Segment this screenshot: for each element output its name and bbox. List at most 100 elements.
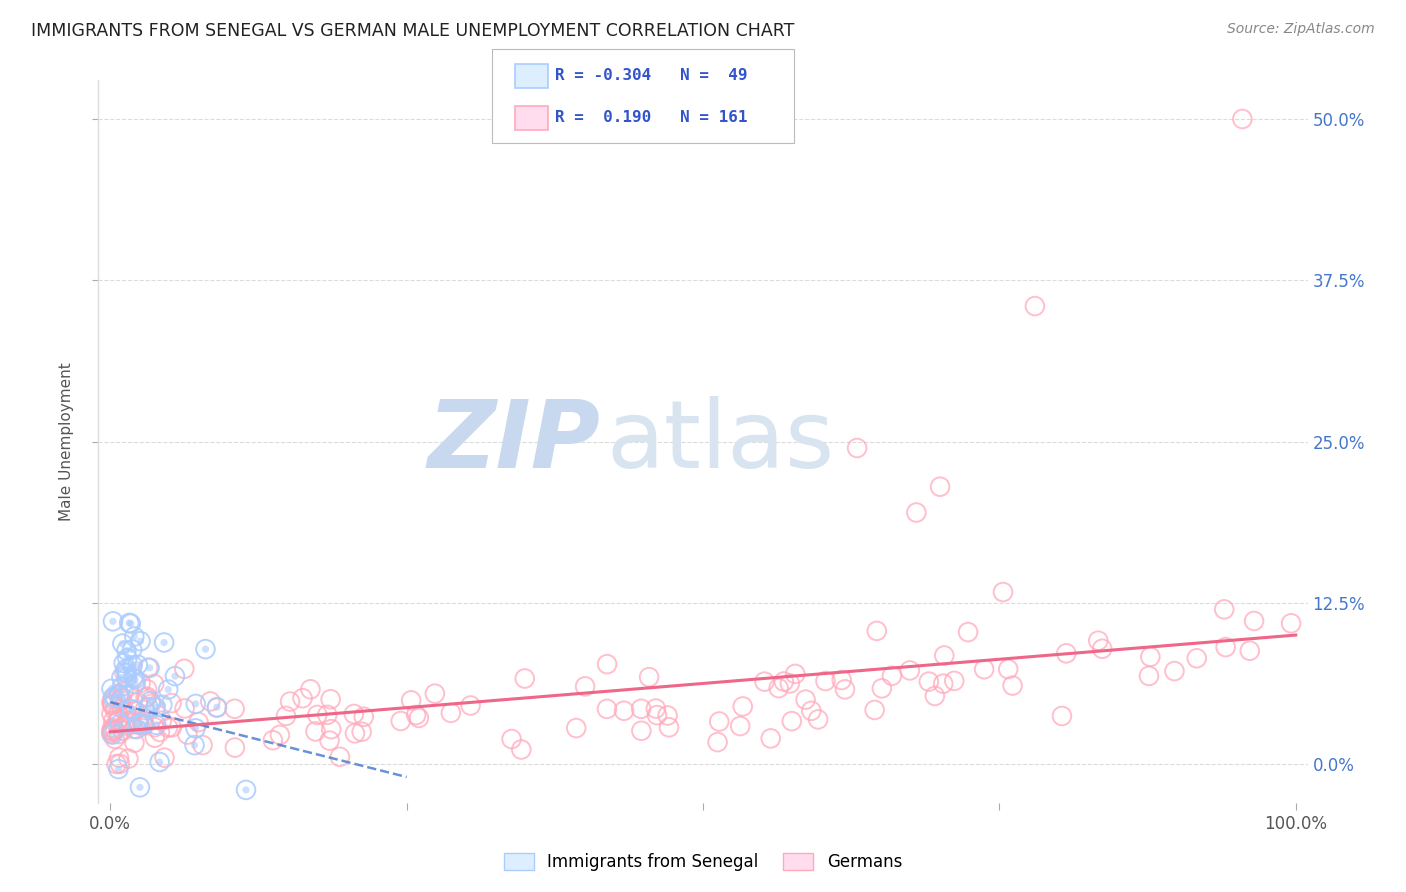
Point <box>408 711 430 725</box>
Point <box>645 708 668 723</box>
Point <box>1213 602 1236 616</box>
Point <box>150 698 173 712</box>
Point <box>709 714 731 729</box>
Point <box>136 682 159 697</box>
Point <box>108 756 131 771</box>
Point <box>111 680 134 694</box>
Point <box>112 665 135 680</box>
Point <box>274 709 297 723</box>
Point <box>120 714 142 729</box>
Point <box>1139 649 1161 664</box>
Point <box>565 721 588 735</box>
Point <box>108 688 131 702</box>
Point <box>120 716 142 731</box>
Point <box>657 708 679 723</box>
Point <box>118 615 141 630</box>
Point <box>191 738 214 752</box>
Point <box>1239 644 1261 658</box>
Point <box>111 701 134 715</box>
Point <box>117 752 139 766</box>
Point <box>128 717 150 731</box>
Point <box>114 662 136 676</box>
Point <box>105 757 128 772</box>
Point <box>1279 616 1302 631</box>
Point <box>160 696 183 710</box>
Point <box>101 697 124 711</box>
Point <box>127 657 149 672</box>
Point <box>101 723 124 738</box>
Point <box>644 701 666 715</box>
Point <box>139 694 162 708</box>
Point <box>100 725 122 739</box>
Point <box>772 674 794 689</box>
Point <box>929 480 952 494</box>
Point <box>107 714 129 729</box>
Point <box>160 720 183 734</box>
Point <box>184 722 207 736</box>
Point <box>321 722 343 736</box>
Point <box>107 713 129 727</box>
Point <box>124 672 146 686</box>
Point <box>224 702 246 716</box>
Point <box>100 681 122 696</box>
Point <box>510 742 533 756</box>
Point <box>779 676 801 690</box>
Point <box>145 718 167 732</box>
Point <box>117 714 139 729</box>
Point <box>224 740 246 755</box>
Point <box>291 691 314 706</box>
Point <box>115 671 138 685</box>
Point <box>132 717 155 731</box>
Point <box>124 704 146 718</box>
Point <box>513 672 536 686</box>
Point <box>145 718 167 732</box>
Point <box>124 630 146 644</box>
Point <box>101 615 124 629</box>
Point <box>124 630 146 644</box>
Point <box>108 687 131 701</box>
Point <box>800 704 823 718</box>
Point <box>112 685 135 699</box>
Point <box>918 674 941 689</box>
Point <box>111 637 134 651</box>
Point <box>834 682 856 697</box>
Point <box>121 658 143 673</box>
Point <box>129 675 152 690</box>
Point <box>124 677 146 691</box>
Point <box>118 688 141 702</box>
Point <box>658 720 681 734</box>
Point <box>149 755 172 769</box>
Point <box>187 715 209 730</box>
Point <box>131 714 153 729</box>
Point <box>991 585 1014 599</box>
Point <box>163 669 186 683</box>
Point <box>630 702 652 716</box>
Point <box>134 703 156 717</box>
Point <box>319 692 342 706</box>
Point <box>183 738 205 752</box>
Point <box>121 642 143 657</box>
Text: Source: ZipAtlas.com: Source: ZipAtlas.com <box>1227 22 1375 37</box>
Point <box>128 717 150 731</box>
Point <box>104 704 127 718</box>
Point <box>104 690 127 705</box>
Point <box>149 725 172 739</box>
Point <box>107 706 129 720</box>
Point <box>934 648 956 663</box>
Point <box>768 681 790 695</box>
Point <box>173 662 195 676</box>
Point <box>924 689 946 703</box>
Point <box>136 690 159 704</box>
Point <box>176 728 198 742</box>
Point <box>101 692 124 706</box>
Point <box>943 673 966 688</box>
Point <box>460 698 482 713</box>
Point <box>114 662 136 676</box>
Point <box>115 643 138 657</box>
Point <box>115 643 138 657</box>
Point <box>1091 641 1114 656</box>
Point <box>898 664 921 678</box>
Point <box>205 700 228 714</box>
Point <box>108 688 131 702</box>
Point <box>153 635 176 649</box>
